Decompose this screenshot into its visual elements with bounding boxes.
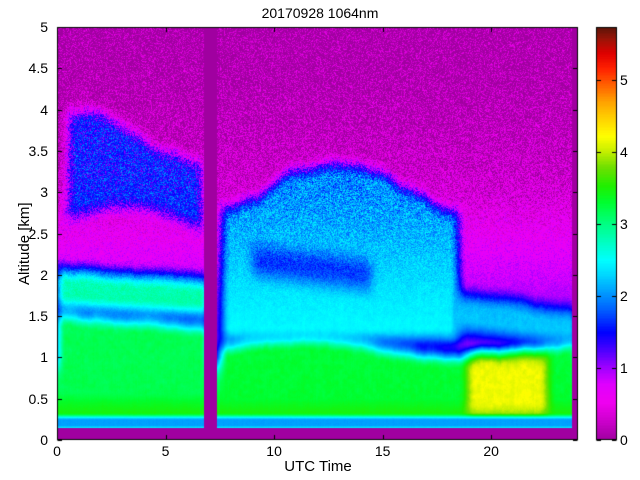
lidar-figure: 20170928 1064nm UTC Time Altitude [km] 0… [0, 0, 640, 480]
backscatter-heatmap-canvas [0, 0, 640, 480]
